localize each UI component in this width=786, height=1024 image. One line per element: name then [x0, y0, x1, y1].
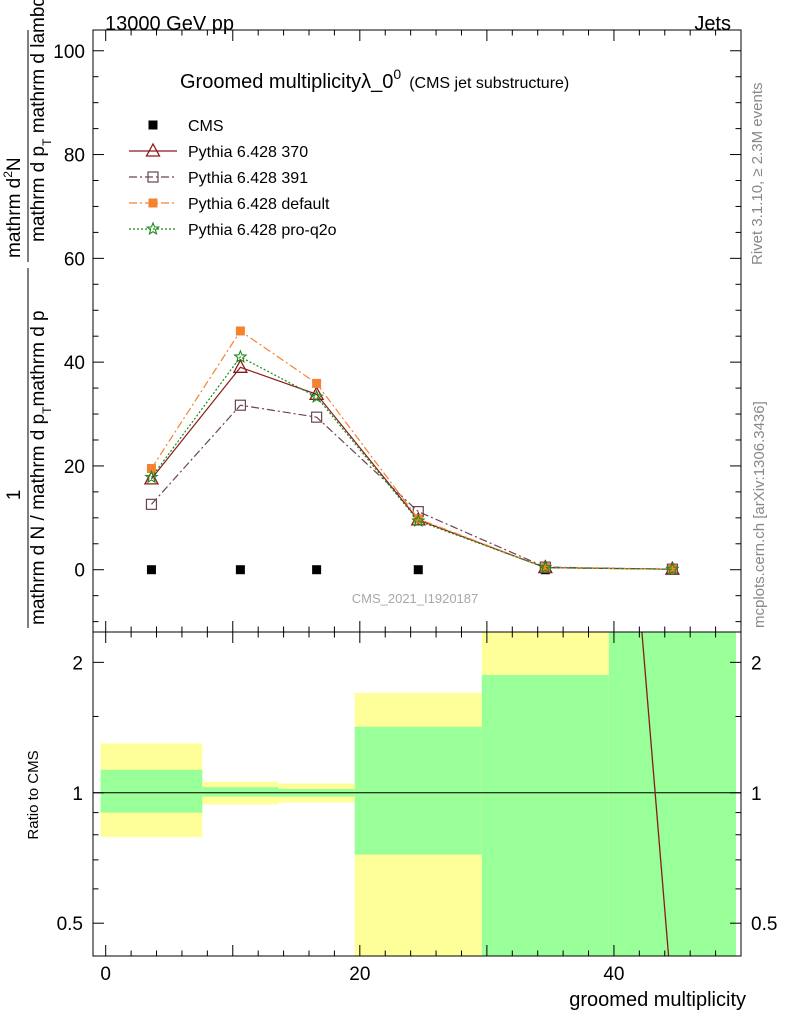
data-point-3-0 — [146, 464, 156, 474]
ylabel-main-a: mathrm d N / mathrm d p — [28, 414, 49, 625]
data-point-3-3 — [413, 514, 423, 524]
ratio-band-inner-1 — [202, 787, 279, 797]
main-ytick-label: 0 — [74, 561, 85, 582]
legend-marker-2 — [147, 171, 159, 183]
ylabel-bottom-sub: T — [40, 138, 54, 146]
main-ytick-label: 100 — [53, 42, 85, 63]
legend-label-4: Pythia 6.428 pro-q2o — [188, 222, 337, 239]
data-point-2-1 — [234, 399, 246, 411]
plot-title-sup: 0 — [393, 66, 401, 82]
main-ylabel: 1 mathrm d2N mathrm d pT mathrm d lambda… — [1, 0, 54, 628]
legend-marker-4 — [145, 221, 161, 236]
legend-label-3: Pythia 6.428 default — [188, 196, 330, 213]
xtick-label: 0 — [100, 964, 111, 985]
ratio-ytick-label-right: 2 — [751, 653, 762, 674]
plot-title-main: Groomed multiplicityλ_0 — [180, 71, 393, 93]
main-ytick-label: 40 — [64, 353, 85, 374]
data-point-1-1 — [232, 358, 248, 373]
legend-label-0: CMS — [188, 118, 224, 135]
series-line-2 — [151, 404, 673, 570]
ylabel-top-a: mathrm d — [4, 178, 25, 258]
series-line-3 — [150, 330, 673, 570]
legend-item-4: Pythia 6.428 pro-q2o — [129, 221, 337, 239]
ylabel-bottom-a: mathrm d p — [28, 146, 49, 242]
data-point-3-5 — [667, 564, 677, 574]
rivet-label: Rivet 3.1.10, ≥ 2.3M events — [749, 83, 766, 266]
data-point-4-5 — [665, 561, 680, 576]
main-ytick-label: 60 — [64, 249, 85, 270]
legend-item-2: Pythia 6.428 391 — [129, 170, 308, 187]
ratio-frame: 0.5 0.51 12 20 20 40 — [57, 631, 777, 985]
data-point-3-1 — [235, 326, 245, 336]
data-point-3-2 — [312, 378, 322, 388]
ratio-axes-box — [92, 631, 742, 957]
main-ytick-label: 20 — [64, 457, 85, 478]
data-point-0-3 — [413, 565, 423, 575]
data-point-2-2 — [311, 411, 323, 423]
ratio-band-inner-0 — [100, 769, 203, 813]
ratio-ytick-label: 2 — [72, 653, 83, 674]
ylabel-top-b: N — [4, 157, 25, 171]
plot-title: Groomed multiplicityλ_00 (CMS jet substru… — [180, 66, 569, 93]
main-ytick-label: 80 — [64, 146, 85, 167]
data-point-3-4 — [540, 563, 550, 573]
series-0 — [146, 565, 677, 575]
legend-label-2: Pythia 6.428 391 — [188, 170, 308, 187]
ratio-band-inner-4 — [481, 674, 609, 956]
legend-marker-0 — [148, 120, 158, 130]
xtick-label: 40 — [603, 964, 624, 985]
ylabel-bottom-b: mathrm d lambda — [28, 0, 49, 139]
main-frame: 0 20 40 60 80 100 — [53, 29, 742, 633]
xaxis-label: groomed multiplicity — [569, 989, 746, 1011]
data-point-2-0 — [145, 498, 158, 510]
series-3 — [146, 326, 677, 574]
series-line-4 — [150, 356, 673, 570]
ratio-band-inner-3 — [354, 726, 482, 855]
ylabel-fraction-top: mathrm d2N — [1, 157, 25, 258]
ratio-ytick-label-right: 0.5 — [751, 914, 777, 935]
ratio-ytick-label: 0.5 — [57, 914, 83, 935]
plot-subtitle: (CMS jet substructure) — [409, 75, 569, 92]
ratio-plot — [93, 631, 741, 957]
data-point-0-1 — [235, 565, 245, 575]
legend-marker-3 — [148, 198, 158, 208]
legend: CMS Pythia 6.428 370 Pythia 6.428 391 Pythi… — [129, 118, 337, 239]
data-point-0-0 — [146, 565, 156, 575]
ratio-ytick-label: 1 — [72, 784, 83, 805]
mcplots-label: mcplots.cern.ch [arXiv:1306.3436] — [751, 401, 768, 628]
series-line-1 — [150, 366, 673, 570]
xtick-label: 20 — [349, 964, 370, 985]
ratio-ylabel: Ratio to CMS — [25, 750, 42, 839]
ylabel-top-sup: 2 — [1, 171, 15, 178]
data-point-4-3 — [411, 513, 426, 528]
legend-label-1: Pythia 6.428 370 — [188, 144, 308, 161]
series-2 — [145, 399, 678, 575]
series-4 — [144, 349, 680, 576]
ylabel-main-end: mathrm d p — [28, 310, 49, 406]
watermark: CMS_2021_I1920187 — [352, 591, 479, 606]
data-point-4-4 — [538, 560, 553, 574]
ylabel-main-sub: T — [40, 406, 54, 414]
legend-item-1: Pythia 6.428 370 — [129, 142, 308, 161]
data-point-4-1 — [233, 349, 248, 364]
ratio-series-line — [641, 631, 670, 957]
series-1 — [143, 358, 680, 575]
legend-marker-1 — [145, 142, 161, 157]
legend-item-3: Pythia 6.428 default — [129, 196, 330, 213]
ylabel-fraction-bottom: mathrm d pT mathrm d lambda — [28, 0, 54, 242]
ratio-ytick-label-right: 1 — [751, 784, 762, 805]
header-energy: 13000 GeV pp — [105, 13, 234, 35]
main-plot — [143, 326, 680, 576]
ratio-band-inner-5 — [608, 632, 736, 956]
legend-item-0: CMS — [148, 118, 224, 135]
data-point-4-2 — [309, 389, 324, 403]
data-point-4-0 — [144, 469, 159, 484]
ylabel-main: mathrm d N / mathrm d pTmathrm d p — [28, 310, 54, 625]
data-point-0-2 — [312, 565, 322, 575]
header-category: Jets — [694, 13, 731, 35]
ylabel-prefix: 1 — [4, 490, 25, 501]
